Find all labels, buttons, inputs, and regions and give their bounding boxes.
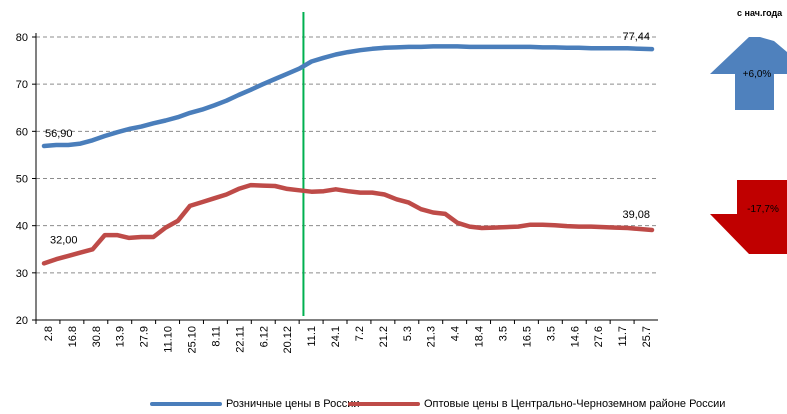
x-tick-label: 21.2 xyxy=(378,326,390,347)
retail-start-label: 56,90 xyxy=(45,128,73,140)
x-tick-label: 14.6 xyxy=(569,326,581,347)
line-chart: 20 30 40 50 60 70 80 2.8 16.8 30.8 13.9 27.9 11.10 25… xyxy=(16,12,787,354)
x-tick-label: 16.5 xyxy=(521,326,533,347)
x-tick-label: 3.5 xyxy=(498,326,510,341)
y-tick-label: 80 xyxy=(16,32,28,44)
down-arrow-icon xyxy=(710,180,787,254)
x-tick-label: 30.8 xyxy=(91,326,103,347)
data-labels: 56,90 77,44 32,00 39,08 xyxy=(45,31,650,246)
x-tick-label: 18.4 xyxy=(474,326,486,347)
up-arrow-icon xyxy=(710,37,787,110)
axes: 20 30 40 50 60 70 80 2.8 16.8 30.8 13.9 27.9 11.10 25… xyxy=(16,12,658,354)
legend-swatch-wholesale xyxy=(348,402,420,406)
y-tick-label: 60 xyxy=(16,126,28,138)
x-tick-label: 13.9 xyxy=(115,326,127,347)
y-tick-label: 70 xyxy=(16,79,28,91)
x-tick-label: 25.10 xyxy=(187,326,199,354)
wholesale-end-label: 39,08 xyxy=(622,209,650,221)
x-tick-label: 24.1 xyxy=(330,326,342,347)
x-tick-label: 6.12 xyxy=(258,326,270,347)
x-tick-label: 21.3 xyxy=(426,326,438,347)
x-tick-label: 11.1 xyxy=(306,326,318,347)
up-arrow-label: +6,0% xyxy=(743,69,772,80)
x-tick-label: 8.11 xyxy=(210,326,222,347)
period-label: с нач.года xyxy=(737,8,783,18)
down-arrow-label: -17,7% xyxy=(747,204,779,215)
x-tick-label: 11.10 xyxy=(163,326,175,353)
y-tick-label: 50 xyxy=(16,174,28,186)
x-tick-label: 27.6 xyxy=(593,326,605,347)
x-tick-label: 11.7 xyxy=(617,326,629,347)
x-tick-label: 7.2 xyxy=(354,326,366,341)
legend: Розничные цены в России Оптовые цены в Ц… xyxy=(0,398,787,414)
legend-label-wholesale: Оптовые цены в Центрально-Черноземном ра… xyxy=(424,398,726,410)
y-tick-label: 30 xyxy=(16,268,28,280)
gridlines xyxy=(36,36,658,274)
legend-item-retail: Розничные цены в России xyxy=(150,398,360,410)
x-tick-label: 22.11 xyxy=(234,326,246,353)
x-tick-label: 20.12 xyxy=(282,326,294,354)
change-arrows: +6,0% -17,7% xyxy=(710,37,787,254)
series-lines xyxy=(41,44,655,266)
x-tick-label: 2.8 xyxy=(43,326,55,341)
y-tick-label: 20 xyxy=(16,315,28,327)
legend-item-wholesale: Оптовые цены в Центрально-Черноземном ра… xyxy=(348,398,725,410)
retail-end-label: 77,44 xyxy=(622,31,650,43)
wholesale-price-line xyxy=(41,182,655,266)
retail-price-line xyxy=(41,44,655,149)
x-tick-label: 3.5 xyxy=(545,326,557,341)
wholesale-start-label: 32,00 xyxy=(50,234,78,246)
legend-swatch-retail xyxy=(150,402,222,406)
legend-label-retail: Розничные цены в России xyxy=(226,398,360,410)
x-tick-label: 27.9 xyxy=(139,326,151,347)
x-tick-label: 5.3 xyxy=(402,326,414,341)
y-tick-label: 40 xyxy=(16,221,28,233)
x-tick-label: 4.4 xyxy=(450,326,462,341)
x-tick-label: 25.7 xyxy=(641,326,653,347)
x-tick-label: 16.8 xyxy=(67,326,79,347)
